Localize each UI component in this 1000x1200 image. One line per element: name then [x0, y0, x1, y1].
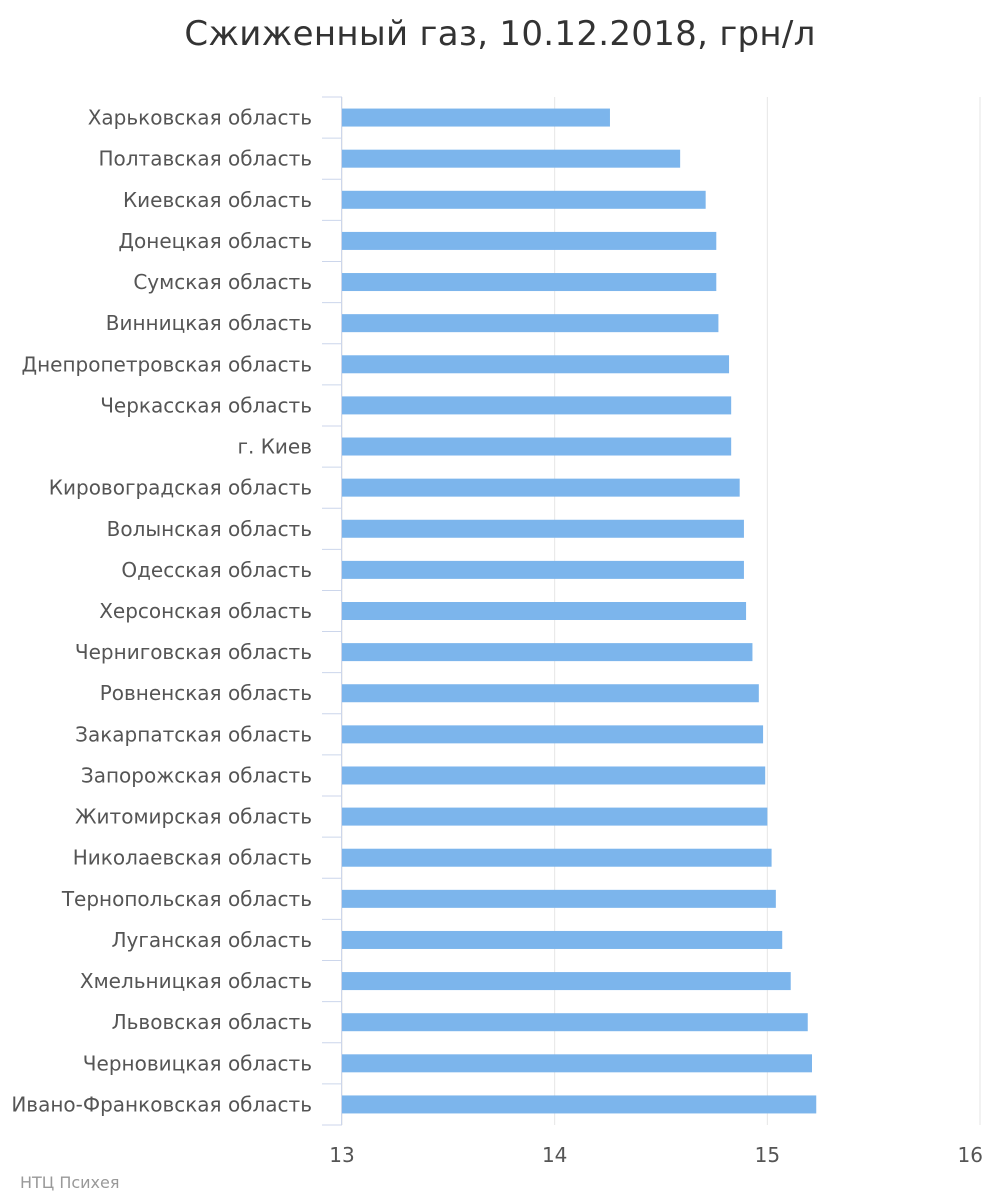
category-label: Харьковская область [88, 106, 312, 130]
bar[interactable] [342, 889, 776, 908]
category-label: Житомирская область [75, 805, 312, 829]
category-label: Кировоградская область [49, 476, 312, 500]
category-label: Хмельницкая область [80, 969, 312, 993]
category-label: Днепропетровская область [21, 352, 312, 376]
bar[interactable] [342, 519, 744, 538]
bar[interactable] [342, 602, 747, 620]
category-label: Тернопольская область [61, 887, 312, 911]
category-label: Черновицкая область [83, 1051, 312, 1075]
bar[interactable] [342, 807, 768, 826]
bars [342, 108, 817, 1114]
category-label: Ивано-Франковская область [11, 1092, 312, 1116]
bar[interactable] [342, 766, 766, 785]
category-label: Львовская область [112, 1010, 312, 1034]
category-label: Сумская область [133, 270, 312, 294]
category-label: Волынская область [107, 517, 312, 541]
category-label: Ровненская область [100, 681, 312, 705]
bar[interactable] [342, 149, 681, 168]
bar[interactable] [342, 972, 791, 991]
bar[interactable] [342, 478, 740, 497]
bar[interactable] [342, 643, 753, 662]
bar[interactable] [342, 1095, 817, 1114]
category-label: Черниговская область [75, 640, 312, 664]
category-label: Полтавская область [98, 147, 312, 171]
x-tick-label: 16 [958, 1143, 983, 1167]
bar[interactable] [342, 190, 706, 209]
category-label: Николаевская область [73, 846, 312, 870]
bar[interactable] [342, 396, 732, 415]
credits: НТЦ Психея [20, 1173, 120, 1192]
category-label: Черкасская область [100, 393, 312, 417]
category-label: Донецкая область [118, 229, 312, 253]
bar[interactable] [342, 930, 783, 949]
value-axis-ticks: 13 14 15 16 [329, 1143, 983, 1167]
chart-title: Сжиженный газ, 10.12.2018, грн/л [184, 14, 816, 54]
bar[interactable] [342, 1013, 808, 1032]
category-label: Закарпатская область [75, 722, 312, 746]
category-label: Одесская область [121, 558, 312, 582]
category-label: Херсонская область [99, 599, 312, 623]
x-tick-label: 13 [329, 1143, 354, 1167]
category-axis [322, 96, 342, 1126]
x-tick-label: 15 [755, 1143, 780, 1167]
bar[interactable] [342, 314, 719, 333]
category-label: г. Киев [237, 435, 312, 459]
x-tick-label: 14 [542, 1143, 567, 1167]
category-label: Киевская область [123, 188, 312, 212]
bar[interactable] [342, 355, 730, 374]
category-label: Винницкая область [106, 311, 312, 335]
category-label: Луганская область [112, 928, 312, 952]
bar[interactable] [342, 684, 759, 703]
bar[interactable] [342, 1054, 812, 1073]
bar[interactable] [342, 437, 732, 456]
bar[interactable] [342, 560, 744, 579]
category-label: Запорожская область [81, 763, 312, 787]
bar[interactable] [342, 725, 764, 744]
bar[interactable] [342, 273, 717, 292]
bar[interactable] [342, 108, 610, 127]
category-labels: Харьковская область Полтавская область Кие… [11, 106, 312, 1117]
bar[interactable] [342, 848, 772, 867]
bar[interactable] [342, 231, 717, 250]
